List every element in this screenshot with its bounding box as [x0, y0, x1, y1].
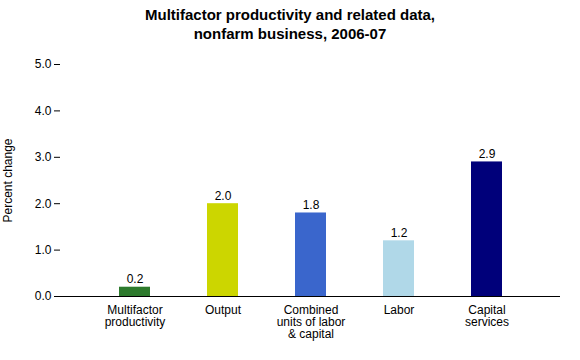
html-text:Multifactor productivity and r: Multifactor productivity and related dat…: [145, 6, 435, 42]
svg-text:Combinedunits of labor& capita: Combinedunits of labor& capital: [277, 303, 346, 341]
svg-text:1.0: 1.0: [35, 242, 52, 256]
svg-text:Labor: Labor: [384, 303, 415, 317]
svg-text:1.8: 1.8: [303, 197, 320, 211]
svg-text:Multifactorproductivity: Multifactorproductivity: [105, 303, 166, 329]
svg-text:5.0: 5.0: [35, 57, 52, 71]
svg-text:4.0: 4.0: [35, 103, 52, 117]
svg-text:0.0: 0.0: [35, 289, 52, 303]
svg-text:Capitalservices: Capitalservices: [465, 303, 509, 329]
svg-text:2.0: 2.0: [215, 188, 232, 202]
svg-text:1.2: 1.2: [391, 225, 408, 239]
svg-text:3.0: 3.0: [35, 150, 52, 164]
svg-text:2.0: 2.0: [35, 196, 52, 210]
svg-text:2.9: 2.9: [479, 146, 496, 160]
svg-text:Output: Output: [205, 303, 242, 317]
svg-text:0.2: 0.2: [127, 272, 144, 286]
svg-text:Percent change: Percent change: [1, 138, 15, 222]
